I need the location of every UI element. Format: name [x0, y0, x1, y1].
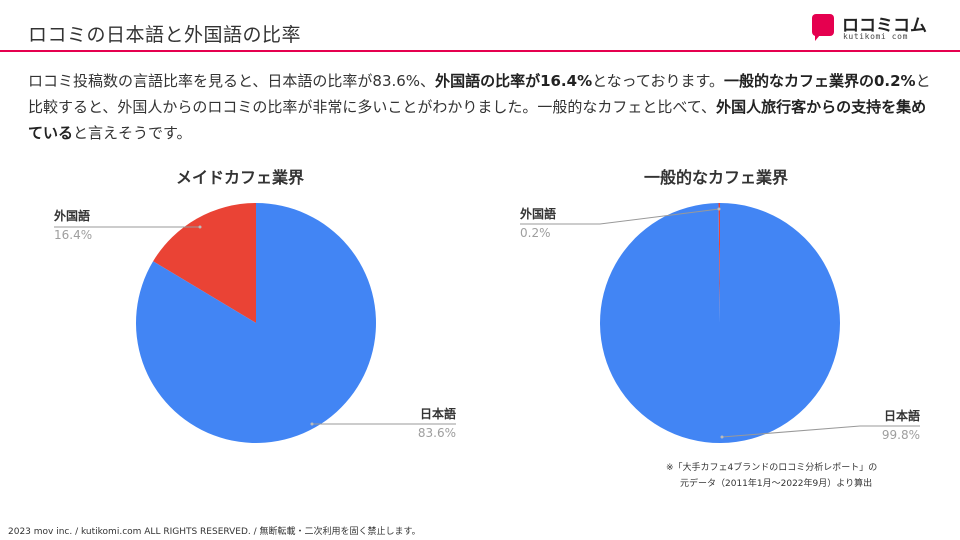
logo-subtext: kutikomi com: [843, 32, 908, 41]
source-note-line: 元データ（2011年1月〜2022年9月）より算出: [680, 479, 873, 489]
pie-slice-japanese: [135, 203, 376, 443]
slice-label: 日本語: [884, 408, 920, 423]
summary-highlight: 一般的なカフェ業界の0.2%: [723, 72, 916, 90]
slice-value-label: 0.2%: [520, 226, 551, 240]
summary-text: と比較すると、外国人からのロコミの比率が非常に多いことがわかりました。一般的なカ…: [28, 72, 931, 116]
summary-highlight: 外国人旅行客からの支持を集めている: [28, 98, 927, 142]
slice-label: 外国語: [520, 206, 556, 221]
summary-text: ロコミ投稿数の言語比率を見ると、日本語の比率が83.6%、: [28, 72, 436, 90]
source-note-line: ※「大手カフェ4ブランドのロコミ分析レポート」の: [666, 463, 878, 473]
pie-slice-foreign: [718, 203, 720, 323]
slice-label: 外国語: [54, 208, 90, 223]
page-title: ロコミの日本語と外国語の比率: [28, 24, 302, 46]
speech-bubble-icon: [812, 14, 834, 41]
pie-slice-japanese: [600, 203, 841, 443]
slice-value-label: 99.8%: [882, 428, 920, 442]
kutikomi-logo[interactable]: ロコミコム kutikomi com: [812, 10, 942, 44]
leader-line: [520, 208, 720, 225]
slice-label: 日本語: [420, 406, 456, 421]
slice-value-label: 83.6%: [418, 426, 456, 440]
chart-title-maid-cafe: メイドカフェ業界: [176, 168, 305, 187]
summary-highlight: 外国語の比率が16.4%: [435, 72, 593, 90]
title-divider: [0, 50, 960, 52]
source-note: ※「大手カフェ4ブランドのロコミ分析レポート」の 元データ（2011年1月〜20…: [666, 460, 877, 492]
chart-title-general-cafe: 一般的なカフェ業界: [644, 168, 789, 187]
logo-text: ロコミコム: [842, 16, 927, 36]
leader-dot: [720, 435, 724, 439]
slice-value-label: 16.4%: [54, 228, 92, 242]
leader-dot: [198, 225, 202, 229]
summary-paragraph: ロコミ投稿数の言語比率を見ると、日本語の比率が83.6%、外国語の比率が16.4…: [28, 68, 938, 146]
summary-text: となっております。: [592, 72, 724, 90]
leader-line: [721, 425, 920, 438]
pie-slice-foreign: [153, 203, 256, 323]
summary-text: と言えそうです。: [73, 124, 192, 142]
leader-dot: [310, 422, 314, 426]
copyright-footer: 2023 mov inc. / kutikomi.com ALL RIGHTS …: [8, 527, 421, 537]
leader-dot: [717, 207, 721, 211]
